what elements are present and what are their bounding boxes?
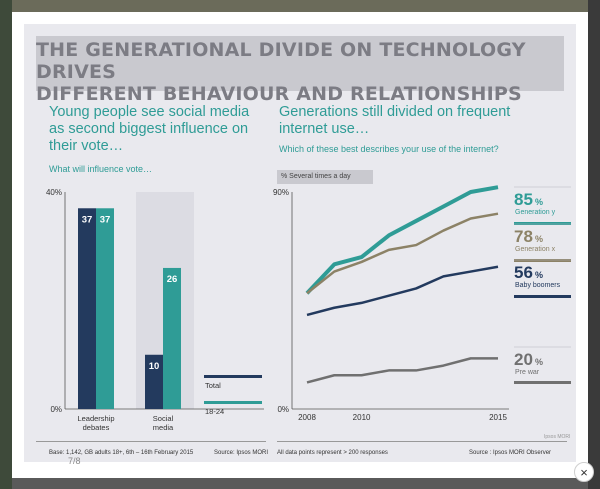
bar-data-label: 10 — [149, 361, 160, 372]
end-value-label: 20 — [514, 350, 533, 369]
right-footnote: All data points represent > 200 response… — [277, 450, 388, 456]
left-subheading: What will influence vote… — [49, 164, 153, 174]
title-line-1: THE GENERATIONAL DIVIDE ON TECHNOLOGY DR… — [36, 39, 526, 83]
bar — [78, 208, 96, 409]
background-right — [588, 0, 600, 489]
infographic-image: THE GENERATIONAL DIVIDE ON TECHNOLOGY DR… — [24, 24, 576, 462]
legend-label: 18-24 — [205, 407, 224, 416]
line-chart: 90% 0% 2008 2010 2015 85 % Generation y 78 % Gener… — [273, 185, 571, 422]
legend-label: Pre war — [515, 369, 540, 376]
bar-data-label: 37 — [100, 214, 111, 225]
background-page — [0, 0, 600, 12]
legend-label: Generation y — [515, 209, 556, 216]
right-subheading: Which of these best describes your use o… — [279, 144, 499, 154]
right-source: Source : Ipsos MORI Observer — [469, 450, 552, 456]
lightbox-modal: THE GENERATIONAL DIVIDE ON TECHNOLOGY DR… — [12, 12, 594, 482]
series-line — [306, 265, 499, 317]
end-value-label: 78 — [514, 227, 533, 246]
legend-label: Generation x — [515, 246, 556, 253]
footer-divider-left — [36, 441, 266, 442]
legend-swatch — [514, 295, 571, 298]
legend-swatch — [514, 222, 571, 225]
legend-swatch — [514, 259, 571, 262]
series-line — [306, 357, 498, 384]
series-line — [305, 185, 499, 295]
bar — [163, 267, 181, 409]
legend-swatch — [204, 375, 262, 378]
percent-sign: % — [535, 234, 543, 244]
bar-data-label: 37 — [82, 214, 93, 225]
x-tick-label: media — [153, 423, 174, 432]
series-line — [306, 212, 499, 295]
bar — [96, 208, 114, 409]
legend-label: Total — [205, 381, 221, 390]
end-value-label: 56 — [514, 263, 533, 282]
infographic-title: THE GENERATIONAL DIVIDE ON TECHNOLOGY DR… — [36, 39, 556, 105]
y-tick-label: 90% — [273, 188, 289, 197]
y-tick-label: 0% — [50, 405, 62, 414]
y-tick-label: 0% — [277, 405, 289, 414]
legend-swatch — [204, 401, 262, 404]
close-button[interactable]: × — [574, 462, 594, 482]
footer-divider-right — [277, 441, 567, 442]
title-band — [36, 36, 564, 91]
x-tick-label: Social — [153, 414, 174, 423]
background-left — [0, 0, 12, 489]
percent-sign: % — [535, 197, 543, 207]
x-tick-label: debates — [83, 423, 110, 432]
end-value-label: 85 — [514, 190, 533, 209]
close-icon: × — [580, 465, 588, 480]
legend-swatch — [514, 381, 571, 384]
bar-data-label: 26 — [167, 274, 178, 285]
x-tick-label: Leadership — [77, 414, 114, 423]
slide-counter: 7/8 — [68, 456, 81, 466]
right-heading: Generations still divided on frequent in… — [279, 104, 511, 137]
x-tick-label: 2015 — [489, 413, 507, 422]
percent-sign: % — [535, 357, 543, 367]
x-tick-label: 2008 — [298, 413, 316, 422]
y-tick-label: 40% — [46, 188, 62, 197]
left-heading: Young people see social media as second … — [49, 104, 250, 154]
bar — [145, 354, 163, 409]
watermark: Ipsos MORI — [544, 434, 571, 440]
percent-sign: % — [535, 270, 543, 280]
x-tick-label: 2010 — [353, 413, 371, 422]
left-footnote: Base: 1,142, GB adults 18+, 6th – 16th F… — [49, 450, 194, 456]
percent-tag: % Several times a day — [277, 170, 373, 184]
title-line-2: DIFFERENT BEHAVIOUR AND RELATIONSHIPS — [36, 83, 522, 105]
left-source: Source: Ipsos MORI — [214, 450, 269, 456]
legend-label: Baby boomers — [515, 282, 561, 289]
